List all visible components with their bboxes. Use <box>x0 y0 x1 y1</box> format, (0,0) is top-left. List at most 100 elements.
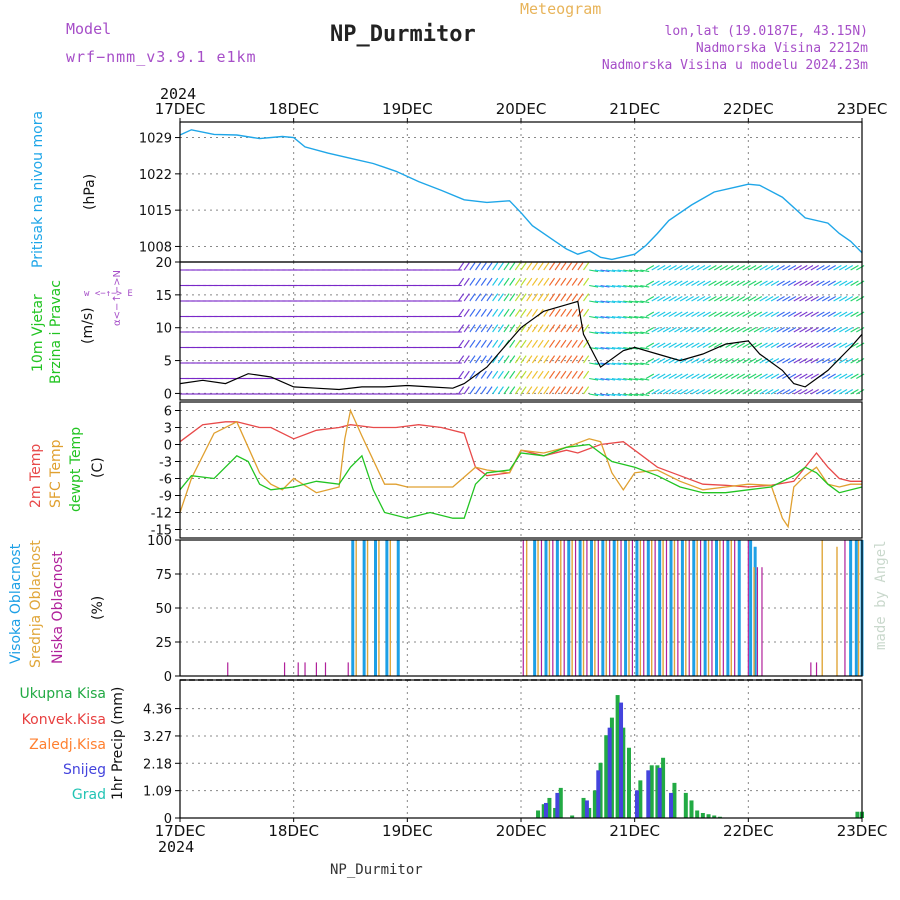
temperature-ytick-label: 0 <box>164 439 172 454</box>
wind-barb <box>571 324 578 333</box>
wind-barb <box>748 358 757 364</box>
wind-barb <box>782 358 791 364</box>
temp-sfc-label: SFC Temp <box>48 439 64 508</box>
precip-axis-label: 1hr Precip (mm) <box>110 686 126 800</box>
wind-barb <box>514 308 521 317</box>
wind-barb <box>725 373 734 379</box>
wind-barb <box>566 355 573 364</box>
wind-barb <box>770 280 780 286</box>
wind-barb <box>628 300 638 304</box>
wind-barb <box>486 339 493 348</box>
precip-bar <box>638 780 643 818</box>
wind-barb <box>850 311 859 317</box>
wind-barb <box>617 377 627 381</box>
wind-barb <box>645 265 655 271</box>
wind-barb <box>691 327 700 333</box>
wind-barb <box>600 331 610 335</box>
wind-barb <box>662 311 672 317</box>
wind-barb <box>804 311 814 317</box>
wind-barb <box>577 277 584 286</box>
precip-legend-total: Ukupna Kisa <box>19 686 106 702</box>
wind-barb <box>731 265 740 271</box>
wind-barb <box>566 293 573 302</box>
wind-barb <box>793 265 802 271</box>
wind-barb <box>548 355 556 364</box>
x-tick-label-top: 22DEC <box>723 100 774 118</box>
wind-barb <box>617 269 627 273</box>
wind-barb <box>645 280 655 286</box>
precip-bar <box>609 717 614 818</box>
x-tick-label-top: 19DEC <box>382 100 433 118</box>
wind-barb <box>787 342 797 348</box>
wind-barb <box>838 389 848 395</box>
precip-bar <box>855 811 860 818</box>
wind-barb <box>736 342 746 348</box>
wind-barb <box>804 265 814 271</box>
wind-barb <box>560 308 567 317</box>
wind-barb <box>759 265 768 271</box>
wind-barb <box>782 280 791 286</box>
grid-layer <box>180 122 862 819</box>
precip-bar <box>547 797 552 818</box>
wind-barb <box>469 355 476 364</box>
temp-2m-label: 2m Temp <box>28 443 44 508</box>
wind-barb <box>685 311 694 317</box>
wind-barb <box>583 370 590 379</box>
wind-barb <box>566 277 573 286</box>
temperature-ytick-label: -9 <box>159 490 172 505</box>
wind-barb <box>463 308 470 317</box>
wind-barb <box>520 355 527 364</box>
wind-barb <box>548 308 556 317</box>
wind-barb <box>713 327 723 333</box>
wind-barb <box>662 373 672 379</box>
wind-barb <box>787 265 797 271</box>
wind-barb <box>458 386 465 395</box>
wind-barb <box>833 389 842 395</box>
wind-barb <box>526 355 533 364</box>
wind-barb <box>634 284 644 288</box>
wind-barb <box>589 284 599 288</box>
wind-barb <box>657 389 666 395</box>
wind-barb <box>469 386 476 395</box>
wind-barb <box>838 311 848 317</box>
wind-barb <box>611 300 621 304</box>
wind-barb <box>560 262 567 271</box>
wind-barb <box>537 262 544 271</box>
wind-barb <box>617 284 627 288</box>
wind-barb <box>838 342 848 348</box>
wind-barb <box>554 355 561 364</box>
year-top: 2024 <box>160 85 197 103</box>
wind-barb <box>662 342 672 348</box>
wind-barb <box>480 370 487 379</box>
wind-barb <box>827 358 836 364</box>
wind-barb <box>731 373 740 379</box>
wind-barb <box>645 342 655 348</box>
cloud-unit: (%) <box>90 595 106 620</box>
wind-barb <box>844 327 854 333</box>
wind-barb <box>679 389 689 395</box>
frames-layer <box>175 118 863 822</box>
wind-barb <box>509 262 516 271</box>
wind-barb <box>543 293 550 302</box>
wind-barb <box>503 370 510 379</box>
wind-barb <box>838 280 848 286</box>
wind-barb <box>611 362 621 366</box>
wind-barb <box>833 327 842 333</box>
wind-barb <box>543 339 550 348</box>
wind-barb <box>662 358 672 364</box>
wind-barb <box>753 296 763 302</box>
precip-bar <box>695 810 700 818</box>
wind-barb <box>611 331 621 335</box>
precip-bar <box>570 815 575 818</box>
wind-barb <box>486 308 493 317</box>
wind-barb <box>810 311 819 317</box>
wind-barb <box>748 327 757 333</box>
pressure-ytick-label: 1008 <box>139 240 172 255</box>
wind-barb <box>537 324 544 333</box>
wind-barb <box>617 346 627 350</box>
temperature-ytick-label: -3 <box>159 456 172 471</box>
wind-barb <box>571 277 578 286</box>
wind-barb <box>628 269 638 273</box>
wind-barb <box>463 277 470 286</box>
wind-barb <box>810 327 819 333</box>
